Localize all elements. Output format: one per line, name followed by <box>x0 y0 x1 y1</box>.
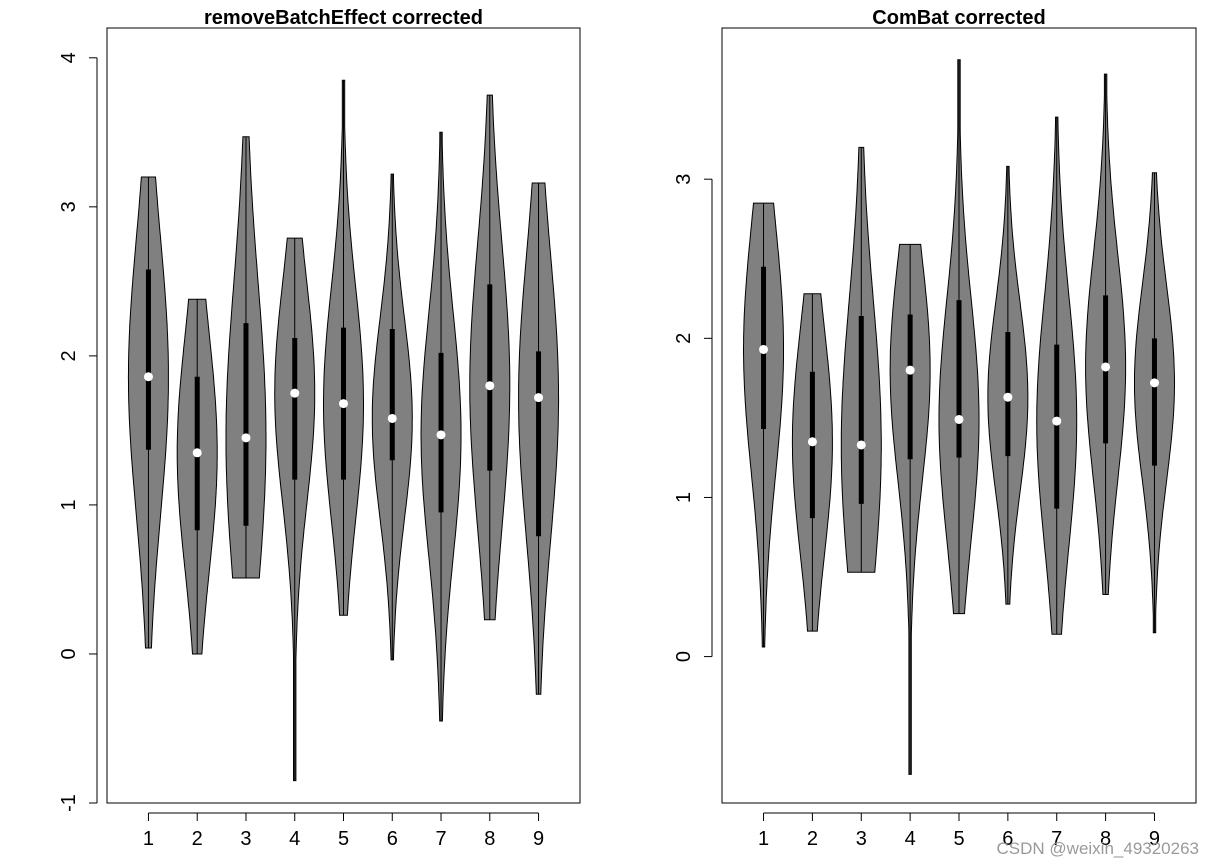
x-tick-label: 8 <box>1100 828 1111 850</box>
violin-group <box>987 165 1029 605</box>
violin-group <box>889 243 931 775</box>
chart-panel-2: ComBat corrected 0 1 2 3 1 2 3 4 5 6 7 8 9 <box>673 7 1197 850</box>
violin-median-dot <box>290 388 300 398</box>
violin-median-dot <box>339 399 348 409</box>
violin-group <box>371 173 413 661</box>
x-tick-label: 9 <box>533 828 544 850</box>
chart-title: removeBatchEffect corrected <box>204 7 483 29</box>
x-tick-label: 7 <box>435 828 446 850</box>
violin-median-dot <box>759 344 769 354</box>
violin-median-dot <box>1052 416 1062 426</box>
violin-median-dot <box>1149 378 1159 388</box>
x-tick-label: 1 <box>143 828 154 850</box>
violin-group <box>791 293 833 632</box>
y-tick-label: 0 <box>58 648 80 659</box>
plot-frame <box>721 27 1197 804</box>
violin-group <box>323 79 364 616</box>
x-tick-label: 4 <box>905 828 916 850</box>
y-tick-label: 2 <box>58 350 80 361</box>
x-tick-label: 5 <box>338 828 349 850</box>
violin-group <box>469 94 511 621</box>
violin-median-dot <box>1101 362 1111 372</box>
violin-group <box>518 182 560 695</box>
x-tick-label: 2 <box>192 828 203 850</box>
violin-group <box>743 202 784 648</box>
violin-median-dot <box>143 372 153 382</box>
violin-group <box>1085 73 1127 595</box>
x-tick-label: 8 <box>484 828 495 850</box>
y-tick-label: 3 <box>58 201 80 212</box>
y-tick-label: 2 <box>673 333 695 344</box>
violin-median-dot <box>241 433 251 443</box>
y-tick-label: 0 <box>673 651 695 662</box>
watermark-text: CSDN @weixin_49320263 <box>996 839 1199 858</box>
x-tick-label: 3 <box>856 828 867 850</box>
plot-frame <box>106 27 581 804</box>
violin-median-dot <box>485 381 495 391</box>
chart-title: ComBat corrected <box>872 7 1045 29</box>
y-tick-label: 1 <box>673 492 695 503</box>
x-tick-label: 3 <box>240 828 251 850</box>
x-tick-label: 6 <box>1002 828 1013 850</box>
y-tick-label: -1 <box>58 794 80 812</box>
violin-median-dot <box>856 440 866 450</box>
violin-group <box>176 298 218 655</box>
chart-panel-1: removeBatchEffect corrected -1 0 1 2 3 4 1 2 3 4 5 6… <box>58 7 581 850</box>
violin-median-dot <box>192 448 202 458</box>
violin-group <box>127 176 169 649</box>
violin-median-dot <box>436 430 446 440</box>
violin-group <box>938 59 980 615</box>
violin-median-dot <box>905 365 915 375</box>
y-tick-label: 4 <box>58 52 80 63</box>
violin-group <box>274 237 316 782</box>
violin-median-dot <box>534 393 544 403</box>
violin-group <box>1036 116 1078 635</box>
violin-group <box>420 131 462 722</box>
x-tick-label: 5 <box>953 828 964 850</box>
x-tick-label: 9 <box>1149 828 1160 850</box>
x-tick-label: 7 <box>1051 828 1062 850</box>
violin-median-dot <box>387 413 397 423</box>
violin-median-dot <box>1003 392 1013 402</box>
x-tick-label: 2 <box>807 828 818 850</box>
violin-median-dot <box>954 414 964 424</box>
y-tick-label: 1 <box>58 499 80 510</box>
x-tick-label: 1 <box>758 828 769 850</box>
violin-group <box>1134 172 1175 634</box>
violin-group <box>840 146 882 573</box>
y-tick-label: 3 <box>673 174 695 185</box>
violin-median-dot <box>807 437 817 447</box>
x-tick-label: 4 <box>289 828 300 850</box>
x-tick-label: 6 <box>387 828 398 850</box>
violin-group <box>225 136 267 579</box>
